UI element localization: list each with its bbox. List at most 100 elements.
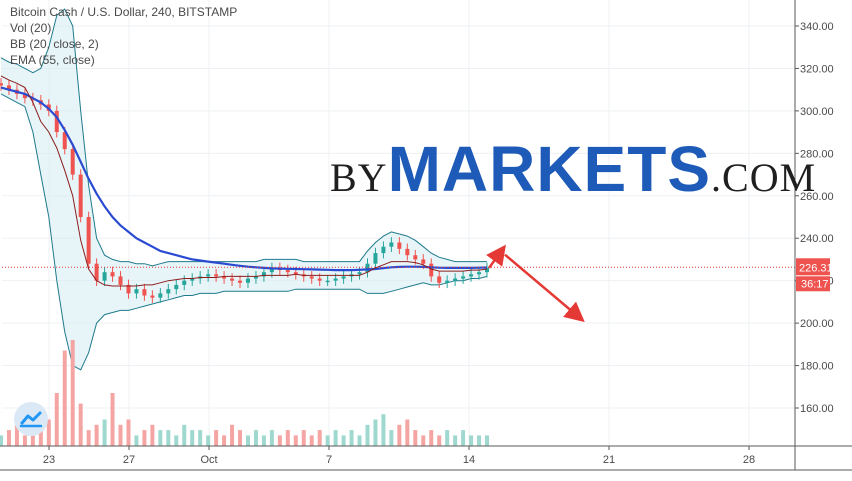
candle bbox=[253, 271, 258, 284]
legend-volume: Vol (20) bbox=[10, 21, 52, 35]
volume-bar bbox=[30, 430, 35, 446]
candle bbox=[118, 271, 123, 291]
candle bbox=[309, 271, 314, 284]
candle bbox=[166, 283, 171, 299]
forecast-arrow-up bbox=[486, 244, 506, 269]
volume-bar bbox=[62, 350, 67, 446]
candle bbox=[6, 80, 11, 95]
candle-body bbox=[389, 242, 394, 247]
time-tick-label: 23 bbox=[43, 454, 55, 466]
bar-countdown-value: 36:17 bbox=[801, 278, 829, 290]
candle-body bbox=[118, 276, 123, 285]
candle bbox=[126, 279, 131, 299]
candle bbox=[461, 271, 466, 284]
candle-body bbox=[365, 263, 370, 273]
price-tick-label: 320.00 bbox=[800, 63, 834, 75]
volume-bar bbox=[253, 430, 258, 446]
volume-bar bbox=[261, 435, 266, 446]
volume-bar bbox=[325, 435, 330, 446]
volume-bar bbox=[269, 430, 274, 446]
candle bbox=[453, 273, 458, 286]
time-tick-label: 14 bbox=[463, 454, 475, 466]
price-tick-label: 260.00 bbox=[800, 191, 834, 203]
candle-body bbox=[134, 289, 139, 294]
candle-body bbox=[445, 280, 450, 283]
volume-bar bbox=[317, 430, 322, 446]
candle bbox=[22, 88, 27, 104]
price-tick-label: 280.00 bbox=[800, 148, 834, 160]
price-tick-label: 160.00 bbox=[800, 403, 834, 415]
candle-body bbox=[453, 278, 458, 281]
volume-bar bbox=[158, 430, 163, 446]
candle-body bbox=[421, 259, 426, 264]
last-price-tag-bg bbox=[796, 258, 830, 276]
candle-body bbox=[269, 267, 274, 273]
candle bbox=[245, 273, 250, 289]
volume-bar bbox=[349, 430, 354, 446]
candle bbox=[405, 243, 410, 261]
volume-bar bbox=[485, 435, 489, 446]
candle-body bbox=[222, 276, 227, 279]
volume-bar bbox=[230, 424, 235, 446]
volume-bar bbox=[373, 419, 378, 446]
candle bbox=[54, 105, 59, 138]
candle bbox=[261, 266, 266, 282]
candle bbox=[190, 273, 195, 286]
candle-body bbox=[86, 217, 91, 264]
volume-bar bbox=[166, 430, 171, 446]
tradingview-logo-icon[interactable] bbox=[14, 402, 48, 436]
candle-body bbox=[214, 274, 219, 277]
candle-body bbox=[245, 278, 250, 283]
volume-bar bbox=[54, 393, 59, 446]
volume-bar bbox=[245, 435, 250, 446]
candle bbox=[238, 275, 243, 289]
candle bbox=[365, 258, 370, 278]
volume-bar bbox=[6, 430, 11, 446]
candle bbox=[110, 266, 115, 282]
candle bbox=[102, 266, 107, 286]
time-tick-label: 7 bbox=[326, 454, 332, 466]
candle-body bbox=[333, 278, 338, 281]
legend-symbol: Bitcoin Cash / U.S. Dollar, 240, BITSTAM… bbox=[10, 5, 238, 19]
candle-body bbox=[293, 272, 298, 275]
volume-bar bbox=[453, 435, 458, 446]
candle-body bbox=[142, 289, 147, 296]
volume-bar bbox=[222, 435, 227, 446]
volume-bar bbox=[381, 414, 386, 446]
candle-body bbox=[413, 255, 418, 260]
volume-bar bbox=[405, 419, 410, 446]
time-tick-label: 27 bbox=[123, 454, 135, 466]
volume-bar bbox=[22, 435, 27, 446]
candle-body bbox=[230, 278, 235, 281]
bymarkets-watermark: BYMARKETS.COM bbox=[330, 132, 816, 206]
volume-bar bbox=[421, 435, 426, 446]
candle bbox=[341, 271, 346, 284]
volume-bar bbox=[285, 430, 290, 446]
candle bbox=[325, 275, 330, 286]
candle bbox=[70, 143, 75, 180]
candle bbox=[477, 266, 482, 280]
candle-body bbox=[150, 295, 155, 298]
legend-ema: EMA (55, close) bbox=[10, 53, 95, 67]
candle-body bbox=[126, 284, 131, 294]
candle-body bbox=[469, 274, 474, 277]
candle-body bbox=[253, 276, 258, 279]
candle-body bbox=[22, 93, 27, 99]
volume-bar bbox=[389, 430, 394, 446]
volume-bar bbox=[190, 430, 195, 446]
candle bbox=[373, 247, 378, 269]
time-tick-label: 28 bbox=[743, 454, 755, 466]
candle bbox=[230, 273, 235, 286]
candle bbox=[150, 290, 155, 303]
volume-bar bbox=[301, 430, 306, 446]
candle bbox=[174, 279, 179, 295]
volume-bar bbox=[333, 430, 338, 446]
candle-body bbox=[397, 242, 402, 249]
volume-bar bbox=[277, 435, 282, 446]
candle bbox=[437, 271, 442, 289]
volume-bar bbox=[429, 430, 434, 446]
watermark-markets: MARKETS bbox=[387, 133, 712, 205]
price-tick-label: 340.00 bbox=[800, 21, 834, 33]
volume-bar bbox=[214, 430, 219, 446]
